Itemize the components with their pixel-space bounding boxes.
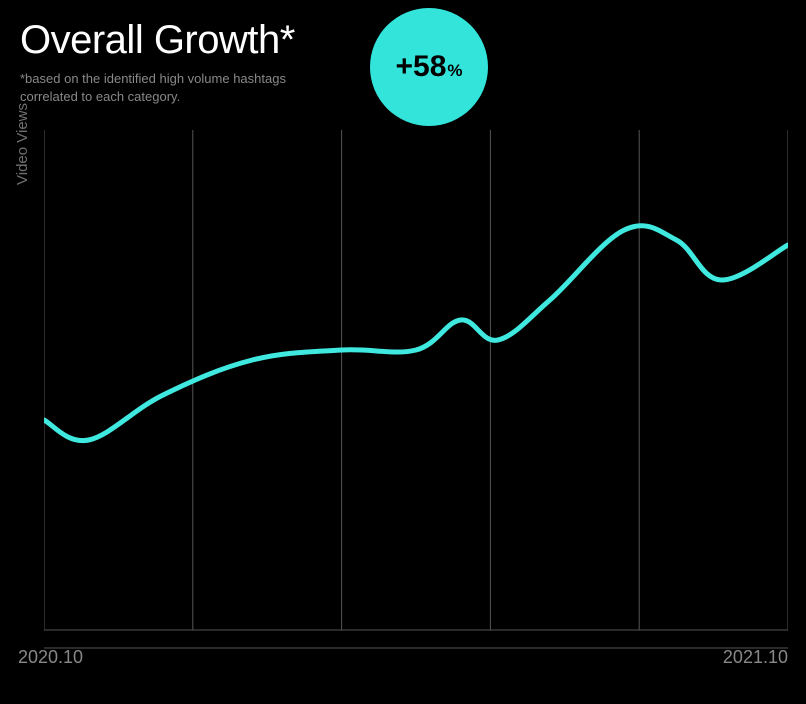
x-axis-start-label: 2020.10 [18,647,83,668]
growth-badge-value: +58 % [395,50,462,84]
badge-number: +58 [395,50,446,84]
x-axis-end-label: 2021.10 [723,647,788,668]
chart-subtitle: *based on the identified high volume has… [20,70,286,106]
subtitle-line2: correlated to each category. [20,89,180,104]
subtitle-line1: *based on the identified high volume has… [20,71,286,86]
growth-badge: +58 % [370,8,488,126]
badge-percent: % [447,61,462,81]
growth-line-chart [44,130,788,650]
chart-title: Overall Growth* [20,18,295,63]
y-axis-label: Video Views [14,103,31,185]
